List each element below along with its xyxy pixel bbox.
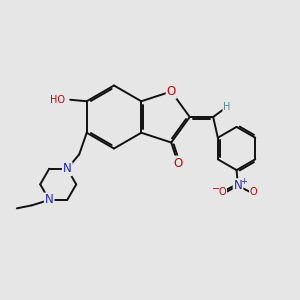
Text: N: N [63,162,72,175]
Text: N: N [234,179,242,192]
Text: HO: HO [50,95,65,105]
Text: O: O [167,85,176,98]
Text: O: O [219,187,226,197]
Text: N: N [45,194,54,206]
Text: H: H [223,102,231,112]
Text: O: O [173,157,182,169]
Text: −: − [212,184,220,194]
Text: O: O [250,187,257,197]
Text: +: + [240,177,247,186]
